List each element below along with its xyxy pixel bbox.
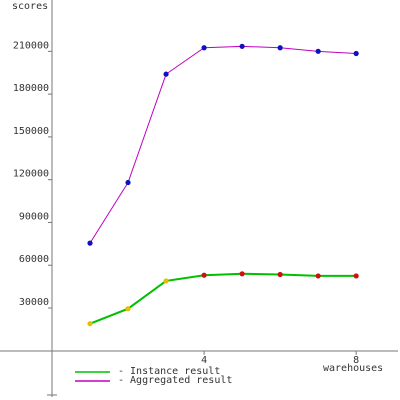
data-point bbox=[277, 45, 283, 51]
y-tick-label: 30000 bbox=[19, 297, 49, 308]
y-axis-label: scores bbox=[12, 1, 48, 12]
y-tick-label: 150000 bbox=[13, 126, 49, 137]
data-point bbox=[125, 179, 131, 186]
data-point bbox=[239, 43, 245, 49]
data-point bbox=[315, 48, 321, 54]
legend-label: - Instance result bbox=[118, 366, 220, 377]
data-point bbox=[201, 272, 207, 278]
data-point bbox=[315, 273, 321, 279]
data-point bbox=[163, 278, 169, 284]
legend-label: - Aggregated result bbox=[118, 375, 232, 386]
x-tick-label: 4 bbox=[201, 355, 207, 366]
y-tick-label: 210000 bbox=[13, 40, 49, 51]
data-point bbox=[87, 240, 93, 246]
data-point bbox=[239, 271, 245, 277]
x-axis-label: warehouses bbox=[323, 363, 383, 374]
data-point bbox=[353, 50, 359, 57]
y-tick-label: 60000 bbox=[19, 254, 49, 265]
data-point bbox=[201, 45, 207, 51]
x-tick-label: 8 bbox=[353, 355, 359, 366]
data-point bbox=[353, 273, 359, 279]
series-line bbox=[89, 272, 357, 325]
y-tick-label: 120000 bbox=[13, 169, 49, 180]
series-line bbox=[89, 45, 357, 244]
data-point bbox=[125, 306, 131, 312]
y-tick-label: 180000 bbox=[13, 83, 49, 94]
data-point bbox=[163, 71, 169, 77]
data-point bbox=[87, 321, 93, 327]
y-tick-label: 90000 bbox=[19, 211, 49, 222]
data-point bbox=[277, 271, 283, 278]
